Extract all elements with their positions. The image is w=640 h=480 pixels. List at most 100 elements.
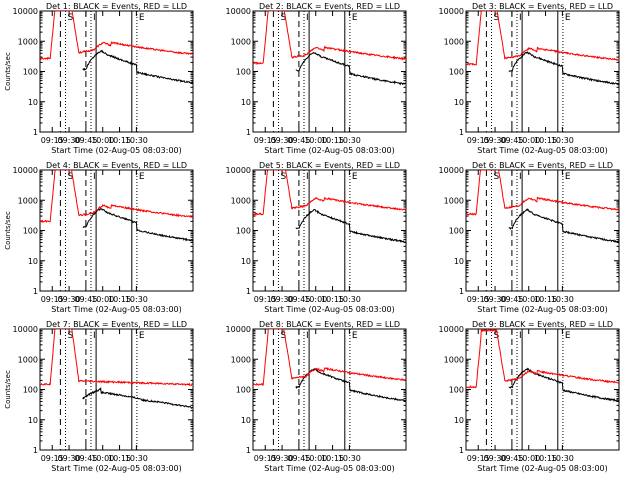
x-tick-label: 10:30 bbox=[551, 136, 574, 145]
y-axis-label: Counts/sec bbox=[4, 370, 12, 409]
x-tick-label: 09:30 bbox=[484, 295, 507, 304]
y-tick-label: 10 bbox=[28, 257, 38, 266]
x-tick-label: 09:15 bbox=[467, 295, 490, 304]
panel-title: Det 8: BLACK = Events, RED = LLD bbox=[259, 320, 400, 329]
panel-title: Det 3: BLACK = Events, RED = LLD bbox=[472, 2, 613, 11]
x-tick-label: 10:00 bbox=[91, 136, 114, 145]
x-tick-label: 10:00 bbox=[91, 454, 114, 463]
y-tick-label: 100 bbox=[449, 386, 464, 395]
interval-letter: I bbox=[306, 13, 309, 23]
x-tick-label: 09:15 bbox=[467, 454, 490, 463]
x-tick-label: 10:30 bbox=[551, 295, 574, 304]
interval-letter: I bbox=[93, 13, 96, 23]
x-tick-label: 10:30 bbox=[125, 454, 148, 463]
panel-det-2: Det 2: BLACK = Events, RED = LLD 1 10 100 10… bbox=[226, 2, 407, 155]
panel-det-8: Det 8: BLACK = Events, RED = LLD 1 10 100 10… bbox=[226, 320, 407, 473]
x-tick-label: 09:15 bbox=[254, 295, 277, 304]
x-tick-label: 09:15 bbox=[41, 454, 64, 463]
x-tick-label: 09:15 bbox=[41, 136, 64, 145]
x-tick-label: 10:00 bbox=[304, 136, 327, 145]
interval-letter: E bbox=[352, 13, 358, 23]
x-tick-label: 09:45 bbox=[74, 136, 97, 145]
y-tick-label: 1000 bbox=[18, 37, 38, 46]
x-axis-label: Start Time (02-Aug-05 08:03:00) bbox=[51, 146, 182, 155]
plot-frame bbox=[252, 328, 407, 451]
series-lld bbox=[253, 170, 406, 217]
interval-letter: I bbox=[306, 172, 309, 182]
x-tick-label: 10:15 bbox=[321, 295, 344, 304]
series-lld bbox=[253, 329, 406, 387]
x-tick-label: 10:00 bbox=[304, 295, 327, 304]
y-tick-label: 10 bbox=[241, 416, 251, 425]
x-tick-label: 09:30 bbox=[271, 295, 294, 304]
y-tick-label: 1 bbox=[246, 446, 251, 455]
interval-letter: S bbox=[281, 172, 287, 182]
plot-frame bbox=[252, 10, 407, 133]
x-tick-label: 10:15 bbox=[321, 136, 344, 145]
series-lld bbox=[40, 11, 193, 61]
y-tick-label: 1 bbox=[246, 287, 251, 296]
interval-letter: E bbox=[565, 172, 571, 182]
panel-det-1: Det 1: BLACK = Events, RED = LLD 1 10 100 10… bbox=[4, 2, 194, 155]
y-tick-label: 100 bbox=[236, 227, 251, 236]
panel-title: Det 1: BLACK = Events, RED = LLD bbox=[46, 2, 187, 11]
y-tick-label: 10000 bbox=[226, 166, 251, 175]
y-tick-label: 10 bbox=[454, 416, 464, 425]
series-events bbox=[508, 51, 619, 86]
y-tick-label: 10 bbox=[28, 416, 38, 425]
x-tick-label: 10:15 bbox=[534, 295, 557, 304]
x-tick-label: 10:00 bbox=[517, 454, 540, 463]
plot-frame bbox=[465, 328, 620, 451]
interval-letter: S bbox=[281, 331, 287, 341]
y-tick-label: 1000 bbox=[18, 196, 38, 205]
interval-letter: E bbox=[352, 172, 358, 182]
x-tick-label: 09:30 bbox=[58, 454, 81, 463]
x-axis-label: Start Time (02-Aug-05 08:03:00) bbox=[264, 464, 395, 473]
x-tick-label: 09:30 bbox=[58, 295, 81, 304]
x-tick-label: 09:45 bbox=[500, 295, 523, 304]
x-tick-label: 10:30 bbox=[338, 454, 361, 463]
x-tick-label: 09:45 bbox=[500, 454, 523, 463]
x-tick-label: 09:30 bbox=[484, 136, 507, 145]
y-tick-label: 1 bbox=[459, 446, 464, 455]
interval-letter: E bbox=[352, 331, 358, 341]
x-tick-label: 09:30 bbox=[58, 136, 81, 145]
panel-det-3: Det 3: BLACK = Events, RED = LLD 1 10 100 10… bbox=[439, 2, 620, 155]
y-tick-label: 1000 bbox=[231, 196, 251, 205]
x-tick-label: 10:30 bbox=[125, 295, 148, 304]
x-tick-label: 09:45 bbox=[287, 295, 310, 304]
x-tick-label: 10:15 bbox=[534, 136, 557, 145]
interval-letter: E bbox=[139, 13, 145, 23]
series-events bbox=[82, 49, 193, 84]
x-axis-label: Start Time (02-Aug-05 08:03:00) bbox=[264, 305, 395, 314]
interval-letter: E bbox=[565, 331, 571, 341]
y-tick-label: 10000 bbox=[13, 7, 38, 16]
y-tick-label: 10000 bbox=[13, 166, 38, 175]
series-events bbox=[82, 386, 193, 409]
y-tick-label: 1 bbox=[33, 128, 38, 137]
interval-letter: S bbox=[68, 172, 74, 182]
x-tick-label: 10:00 bbox=[304, 454, 327, 463]
x-axis-label: Start Time (02-Aug-05 08:03:00) bbox=[51, 305, 182, 314]
interval-letter: S bbox=[494, 13, 500, 23]
x-tick-label: 10:15 bbox=[108, 454, 131, 463]
y-tick-label: 1000 bbox=[444, 196, 464, 205]
x-tick-label: 09:30 bbox=[271, 136, 294, 145]
y-tick-label: 1 bbox=[33, 446, 38, 455]
y-tick-label: 100 bbox=[23, 68, 38, 77]
x-tick-label: 09:45 bbox=[287, 136, 310, 145]
plot-frame bbox=[39, 10, 194, 133]
panel-title: Det 5: BLACK = Events, RED = LLD bbox=[259, 161, 400, 170]
x-tick-label: 10:15 bbox=[108, 295, 131, 304]
plot-frame bbox=[39, 328, 194, 451]
y-tick-label: 100 bbox=[23, 227, 38, 236]
y-tick-label: 1000 bbox=[18, 355, 38, 364]
y-tick-label: 10 bbox=[241, 98, 251, 107]
plot-frame bbox=[252, 169, 407, 292]
y-tick-label: 10 bbox=[241, 257, 251, 266]
interval-letter: S bbox=[281, 13, 287, 23]
x-tick-label: 09:15 bbox=[254, 136, 277, 145]
interval-letter: I bbox=[519, 13, 522, 23]
x-axis-label: Start Time (02-Aug-05 08:03:00) bbox=[477, 146, 608, 155]
interval-letter: S bbox=[68, 13, 74, 23]
